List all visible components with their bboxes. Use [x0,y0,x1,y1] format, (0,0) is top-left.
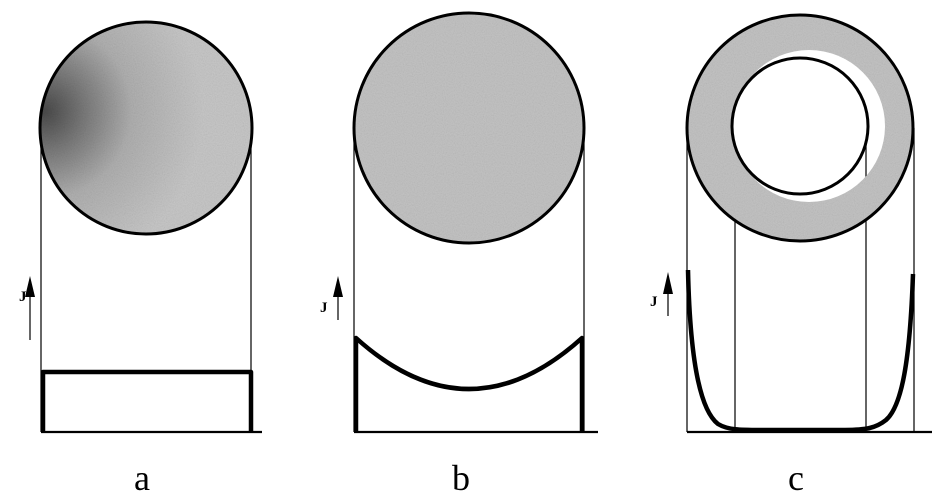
panel-b-j-axis-label: J [320,300,328,316]
panel-b-cross-section [354,13,584,243]
panel-c: J c [650,13,932,498]
panel-b: J b [320,11,598,498]
panel-a-cross-section [40,22,252,234]
panel-a-j-arrow-head [25,276,35,297]
panel-c-inner-outline [730,56,870,196]
panel-b-label: b [452,458,470,498]
panel-a-current-profile [40,369,254,432]
panel-c-j-arrow-head [663,272,673,294]
panel-b-cross-section-outline [352,11,586,245]
panel-c-label: c [788,458,804,498]
panel-b-j-axis: J [320,276,343,320]
panel-b-current-profile [353,335,585,432]
panel-a-label: a [134,458,150,498]
panel-c-outer-outline [685,13,915,243]
panel-a-cross-section-outline [38,20,254,236]
panel-b-j-arrow-head [333,276,343,297]
panel-a-j-axis-label: J [19,289,27,305]
panel-c-j-axis: J [650,272,673,316]
panel-a: J a [19,20,262,498]
panel-c-j-axis-label: J [650,294,658,310]
panel-c-current-profile [685,269,916,433]
panel-a-j-axis: J [19,276,35,340]
